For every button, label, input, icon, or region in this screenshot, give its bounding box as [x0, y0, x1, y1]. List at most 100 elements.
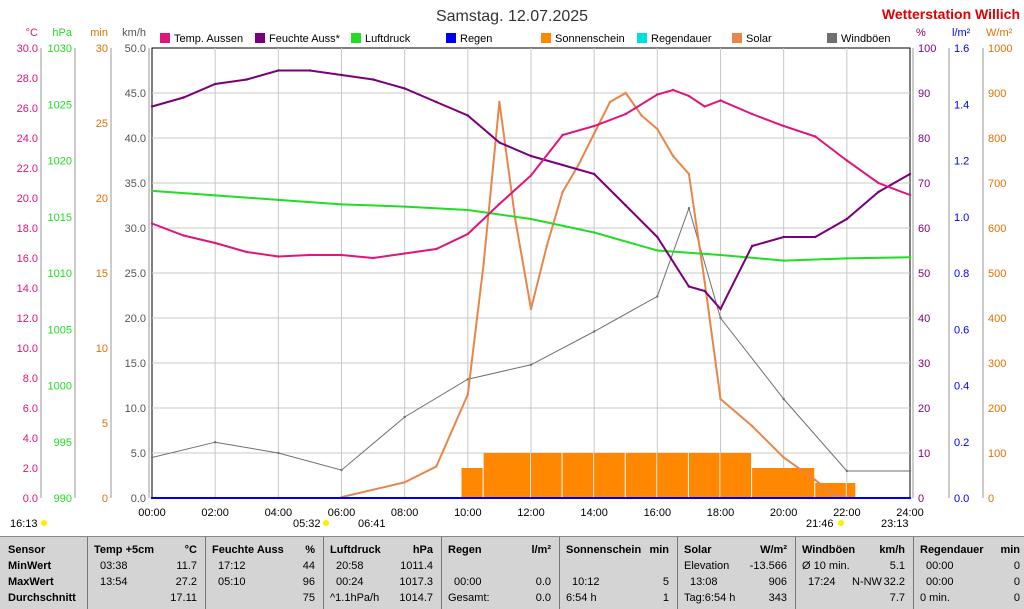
stats-solar-day: Tag:6:54 h — [684, 592, 736, 604]
data-point — [624, 204, 627, 207]
data-point — [498, 100, 501, 104]
axis-tick-label: 8.0 — [23, 373, 38, 385]
axis-tick-label: 1020 — [48, 156, 72, 168]
axis-tick-label: 0.8 — [954, 268, 969, 280]
series-line-windb-en — [151, 206, 910, 472]
stats-avg-label: Durchschnitt — [8, 592, 76, 604]
data-point — [750, 424, 754, 428]
axis-tick-label: 10.0 — [17, 343, 38, 355]
stats-temp-max-value: 27.2 — [175, 576, 197, 588]
data-point — [908, 193, 912, 197]
data-point — [403, 252, 406, 255]
legend-label: Regen — [460, 33, 492, 45]
legend-label: Windböen — [841, 33, 891, 45]
axis-tick-label: 50.0 — [125, 43, 146, 55]
data-point — [592, 330, 596, 333]
axis-tick-label: 1000 — [48, 381, 72, 393]
axis-tick-label: 10.0 — [125, 403, 146, 415]
axis-tick-label: 800 — [988, 133, 1006, 145]
data-point — [782, 397, 785, 401]
axis-tick-label: 15.0 — [125, 358, 146, 370]
axis-tick-label: 1010 — [48, 268, 72, 280]
data-point — [340, 468, 343, 472]
stats-feuchte: Feuchte Auss% 17:12 44 05:10 96 75 — [206, 537, 324, 609]
stats-temp-min-value: 11.7 — [176, 560, 197, 572]
data-point — [640, 114, 643, 117]
dawn-time: 16:13 — [10, 518, 38, 530]
data-point — [908, 469, 912, 473]
axis-tick-label: 100 — [918, 43, 936, 55]
sonnenschein-bar — [625, 453, 657, 498]
legend-swatch — [827, 33, 837, 43]
data-point — [277, 198, 280, 202]
data-point — [703, 280, 706, 284]
data-point — [845, 217, 849, 221]
stats-temp-avg-value: 17.11 — [170, 592, 197, 604]
stats-solar-header: Solar — [684, 544, 712, 556]
data-point — [150, 222, 154, 225]
data-point — [671, 154, 675, 158]
axis-tick-label: 10 — [96, 343, 108, 355]
data-point — [782, 456, 785, 459]
data-point — [845, 159, 849, 162]
axis-tick-label: 700 — [988, 178, 1006, 190]
legend-swatch — [637, 33, 647, 43]
sunset-dot — [838, 520, 844, 526]
axis-tick-label: 25 — [96, 118, 108, 130]
data-point — [592, 172, 596, 176]
stats-feuchte-header: Feuchte Auss — [212, 544, 284, 556]
axis-unit: km/h — [122, 27, 146, 39]
data-point — [371, 78, 375, 81]
data-point — [182, 234, 185, 237]
axis-tick-label: 990 — [54, 493, 72, 505]
data-point — [687, 207, 691, 210]
data-point — [561, 163, 564, 167]
data-point — [656, 235, 659, 239]
stats-luftdruck: Luftdruck hPa 20:58 1011.4 00:24 1017.3 ^1.… — [324, 537, 442, 609]
data-point — [608, 100, 612, 104]
data-point — [213, 194, 217, 197]
time-tick-label: 04:00 — [265, 507, 293, 519]
time-axis: 00:00 02:00 04:00 06:00 08:00 10:00 12:00 14:00… — [138, 507, 924, 519]
stats-regendauer-avg-value: 0 — [1013, 592, 1020, 604]
axis-tick-label: 300 — [988, 358, 1006, 370]
stats-windboeen: Windböen km/h Ø 10 min. 5.1 17:24 N-NW 32.2 … — [796, 537, 914, 609]
stats-sonne-duration: 6:54 h — [566, 592, 597, 604]
stats-luft-unit: hPa — [412, 544, 433, 556]
axis-tick-label: 5.0 — [131, 448, 146, 460]
plot-series — [150, 69, 912, 500]
stats-sonne-avg-value: 1 — [662, 592, 669, 604]
data-point — [277, 69, 280, 72]
axis-tick-label: 2.0 — [23, 463, 38, 475]
stats-sonne-max-time: 10:12 — [572, 576, 600, 588]
stats-wind-max-time: 17:24 — [808, 576, 836, 588]
stats-max-label: MaxWert — [8, 576, 54, 588]
stats-luft-min-value: 1011.4 — [400, 560, 433, 572]
axis-unit: W/m² — [986, 27, 1013, 39]
stats-wind-avg10-value: 5.1 — [889, 560, 905, 572]
data-point — [561, 133, 564, 137]
stats-luft-avg-value: 1014.7 — [399, 592, 433, 604]
axis-tick-label: 25.0 — [125, 268, 146, 280]
data-point — [529, 307, 533, 311]
stats-solar-elevation-value: -13.566 — [749, 560, 787, 572]
data-point — [750, 244, 754, 248]
data-point — [466, 378, 470, 381]
stats-wind-max-value: 32.2 — [883, 576, 905, 588]
axis-tick-label: 0.2 — [954, 437, 969, 449]
chart-title: Samstag. 12.07.2025 — [436, 8, 588, 25]
axis-tick-label: 15 — [96, 268, 108, 280]
axis-tick-label: 20.0 — [17, 193, 38, 205]
sonnenschein-bar — [562, 453, 594, 498]
time-tick-label: 12:00 — [517, 507, 545, 519]
sonnenschein-bar — [461, 468, 483, 498]
legend-swatch — [732, 33, 742, 43]
axis-tick-label: 0.6 — [954, 324, 969, 336]
sonnenschein-bar — [594, 453, 625, 498]
stats-luft-max-value: 1017.3 — [399, 576, 433, 588]
data-point — [435, 247, 438, 251]
time-tick-label: 10:00 — [454, 507, 482, 519]
legend-swatch — [160, 33, 170, 43]
legend-swatch — [351, 33, 361, 43]
data-point — [213, 441, 217, 444]
